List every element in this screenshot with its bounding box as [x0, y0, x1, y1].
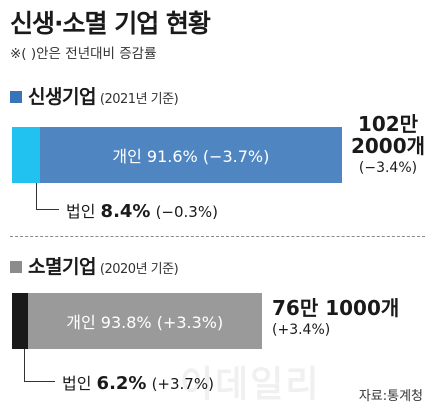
new-individual-label: 개인 91.6% (−3.7%)	[40, 143, 342, 167]
closed-companies-header: 소멸기업 (2020년 기준)	[10, 252, 179, 279]
new-companies-bar: 개인 91.6% (−3.7%)	[12, 127, 342, 183]
new-corporate-value: 8.4%	[100, 201, 151, 222]
closed-total-change: (+3.4%)	[272, 322, 331, 338]
new-companies-title: 신생기업	[28, 86, 96, 108]
closed-corporate-value: 6.2%	[96, 373, 147, 394]
new-companies-header: 신생기업 (2021년 기준)	[10, 82, 179, 109]
closed-individual-segment: 개인 93.8% (+3.3%)	[27, 293, 263, 349]
closed-corporate-label: 법인 6.2% (+3.7%)	[62, 370, 214, 394]
closed-individual-name: 개인	[66, 313, 96, 332]
closed-companies-subtitle: (2020년 기준)	[99, 262, 179, 277]
chart-title: 신생·소멸 기업 현황	[10, 9, 211, 38]
closed-individual-label: 개인 93.8% (+3.3%)	[28, 309, 263, 333]
closed-corporate-name: 법인	[62, 374, 92, 393]
new-companies-subtitle: (2021년 기준)	[99, 92, 179, 107]
new-companies-total: 102만 2000개 (−3.4%)	[346, 113, 430, 179]
closed-companies-total: 76만 1000개 (+3.4%)	[272, 297, 422, 341]
new-individual-value: 91.6%	[146, 147, 198, 166]
new-total-change: (−3.4%)	[358, 160, 418, 176]
closed-individual-value: 93.8%	[100, 313, 152, 332]
section-divider	[10, 236, 425, 237]
new-individual-segment: 개인 91.6% (−3.7%)	[39, 127, 342, 183]
closed-individual-change: (+3.3%)	[156, 313, 224, 332]
closed-total-line1: 76만 1000개	[272, 296, 400, 320]
closed-corporate-change: (+3.7%)	[151, 375, 214, 393]
new-total-line2: 2000개	[350, 134, 426, 158]
new-legend-square	[10, 91, 22, 103]
closed-companies-bar: 개인 93.8% (+3.3%)	[12, 293, 262, 349]
closed-companies-title: 소멸기업	[28, 256, 96, 278]
new-individual-change: (−3.7%)	[202, 147, 270, 166]
watermark-logo: 이데일리	[180, 364, 321, 405]
source-note: 자료:통계청	[358, 389, 423, 404]
new-corporate-label: 법인 8.4% (−0.3%)	[66, 198, 218, 222]
new-individual-name: 개인	[112, 147, 142, 166]
new-total-line1: 102만	[357, 112, 419, 136]
new-corporate-segment	[12, 127, 40, 183]
footnote: ※( )안은 전년대비 증감률	[10, 46, 157, 62]
new-corporate-change: (−0.3%)	[155, 203, 218, 221]
closed-corporate-segment	[12, 293, 28, 349]
new-corporate-name: 법인	[66, 202, 96, 221]
closed-corporate-leader-line	[24, 349, 55, 382]
closed-legend-square	[10, 261, 22, 273]
new-corporate-leader-line	[36, 183, 59, 210]
